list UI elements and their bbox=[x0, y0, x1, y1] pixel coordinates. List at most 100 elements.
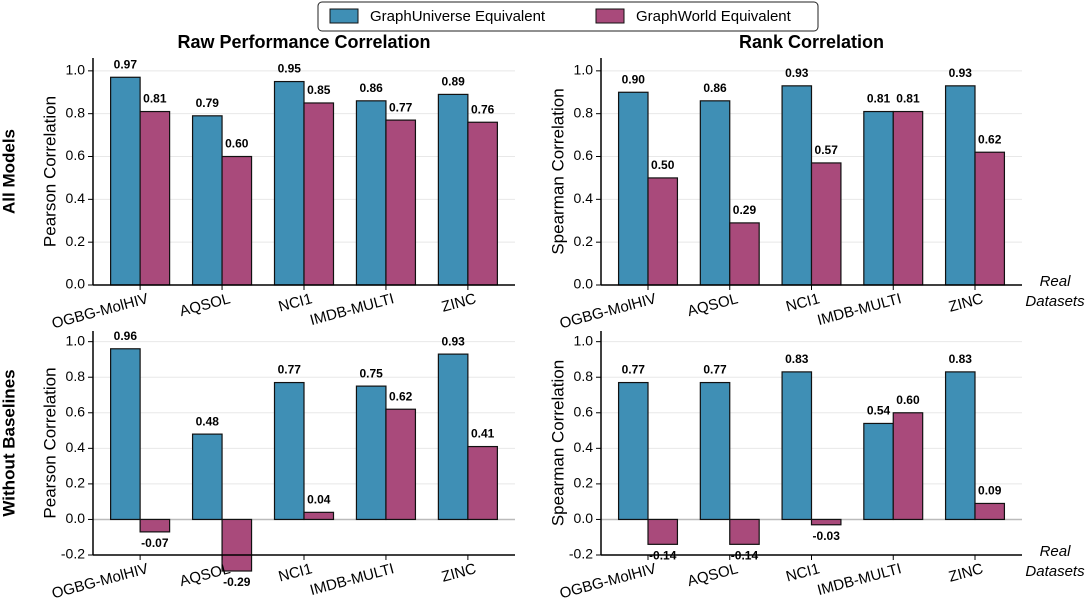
legend-label: GraphWorld Equivalent bbox=[636, 8, 792, 25]
bar bbox=[437, 353, 469, 521]
x-tick-label: OGBG-MolHIV bbox=[558, 560, 658, 602]
y-tick-label: 0.8 bbox=[574, 104, 594, 120]
value-label: 0.90 bbox=[622, 72, 646, 86]
value-label: 0.83 bbox=[949, 352, 973, 366]
value-label: 0.41 bbox=[471, 427, 495, 441]
bar bbox=[303, 511, 335, 521]
bar bbox=[467, 445, 498, 521]
bar bbox=[617, 91, 649, 286]
value-label: 0.96 bbox=[114, 329, 138, 343]
value-label: -0.29 bbox=[223, 575, 251, 589]
x-tick-label: ZINC bbox=[947, 560, 985, 586]
annotation: Datasets bbox=[1025, 293, 1085, 310]
bar bbox=[355, 100, 387, 286]
x-tick-label: IMDB-MULTI bbox=[815, 560, 903, 599]
y-tick-label: 0.6 bbox=[66, 403, 86, 419]
bar bbox=[974, 151, 1006, 286]
y-tick-label: 0.2 bbox=[66, 233, 86, 249]
y-tick-label: 0.0 bbox=[574, 276, 594, 292]
bar bbox=[303, 102, 335, 286]
value-label: 0.50 bbox=[651, 158, 675, 172]
bar bbox=[892, 110, 924, 286]
value-label: 0.48 bbox=[196, 414, 220, 428]
legend-swatch bbox=[329, 8, 359, 24]
y-tick-label: 0.2 bbox=[574, 233, 594, 249]
bar bbox=[729, 222, 760, 286]
y-axis-label: Spearman Correlation bbox=[548, 360, 567, 526]
value-label: 0.77 bbox=[622, 363, 646, 377]
x-tick-label: IMDB-MULTI bbox=[815, 290, 903, 329]
bar bbox=[355, 385, 387, 521]
y-tick-label: 1.0 bbox=[66, 62, 86, 78]
y-tick-label: 1.0 bbox=[574, 62, 594, 78]
value-label: 0.76 bbox=[471, 102, 495, 116]
bar bbox=[810, 518, 842, 526]
bar bbox=[385, 408, 417, 521]
value-label: 0.93 bbox=[441, 334, 465, 348]
annotation: Real bbox=[1040, 543, 1072, 560]
value-label: 0.62 bbox=[978, 132, 1002, 146]
bar bbox=[892, 412, 924, 521]
value-label: 0.86 bbox=[360, 81, 384, 95]
value-label: 0.60 bbox=[225, 137, 249, 151]
x-tick-label: OGBG-MolHIV bbox=[558, 290, 658, 332]
y-tick-label: 0.4 bbox=[66, 190, 86, 206]
y-tick-label: 0.8 bbox=[66, 368, 86, 384]
y-tick-label: 0.4 bbox=[574, 190, 594, 206]
bar bbox=[810, 162, 842, 286]
bar bbox=[617, 381, 649, 521]
x-tick-label: ZINC bbox=[440, 560, 478, 586]
legend-box bbox=[317, 1, 819, 32]
x-tick-label: IMDB-MULTI bbox=[308, 560, 396, 599]
bar bbox=[699, 100, 731, 286]
bar bbox=[139, 518, 171, 533]
value-label: 0.95 bbox=[278, 62, 302, 76]
value-label: 0.04 bbox=[307, 493, 331, 507]
legend-label: GraphUniverse Equivalent bbox=[370, 8, 546, 25]
y-tick-label: -0.2 bbox=[569, 546, 593, 562]
y-tick-label: 0.0 bbox=[66, 276, 86, 292]
bar bbox=[139, 110, 171, 286]
value-label: 0.83 bbox=[785, 352, 809, 366]
value-label: 0.81 bbox=[896, 92, 920, 106]
legend-swatch bbox=[595, 8, 625, 24]
bar bbox=[863, 110, 894, 286]
value-label: 0.29 bbox=[733, 203, 757, 217]
y-tick-label: 0.0 bbox=[574, 510, 594, 526]
value-label: 0.77 bbox=[389, 100, 413, 114]
value-label: 0.09 bbox=[978, 484, 1002, 498]
x-tick-label: OGBG-MolHIV bbox=[50, 290, 150, 332]
value-label: 0.77 bbox=[278, 363, 302, 377]
y-tick-label: 0.8 bbox=[66, 104, 86, 120]
y-tick-label: 1.0 bbox=[574, 332, 594, 348]
y-axis-label: Pearson Correlation bbox=[40, 96, 59, 247]
row-label: Without Baselines bbox=[0, 369, 18, 516]
value-label: 0.81 bbox=[867, 92, 891, 106]
value-label: -0.07 bbox=[141, 536, 169, 550]
value-label: 0.85 bbox=[307, 83, 331, 97]
value-label: -0.03 bbox=[813, 529, 841, 543]
y-tick-label: 0.2 bbox=[574, 475, 594, 491]
bar bbox=[191, 433, 223, 521]
value-label: 0.89 bbox=[441, 75, 465, 89]
y-tick-label: 0.2 bbox=[66, 475, 86, 491]
annotation: Datasets bbox=[1025, 563, 1085, 580]
bar bbox=[110, 76, 141, 286]
x-tick-label: ZINC bbox=[440, 290, 478, 316]
y-tick-label: 0.0 bbox=[66, 510, 86, 526]
bar bbox=[221, 155, 253, 286]
y-tick-label: 0.8 bbox=[574, 368, 594, 384]
bar bbox=[944, 371, 976, 521]
bar bbox=[273, 381, 305, 521]
value-label: 0.97 bbox=[114, 57, 138, 71]
x-tick-label: IMDB-MULTI bbox=[308, 290, 396, 329]
value-label: 0.93 bbox=[785, 66, 809, 80]
x-tick-label: AQSOL bbox=[685, 290, 739, 320]
row-label: All Models bbox=[0, 129, 18, 214]
value-label: 0.57 bbox=[815, 143, 839, 157]
bar bbox=[273, 80, 305, 286]
y-tick-label: 0.6 bbox=[574, 403, 594, 419]
value-label: 0.81 bbox=[143, 92, 167, 106]
bar bbox=[729, 518, 760, 545]
